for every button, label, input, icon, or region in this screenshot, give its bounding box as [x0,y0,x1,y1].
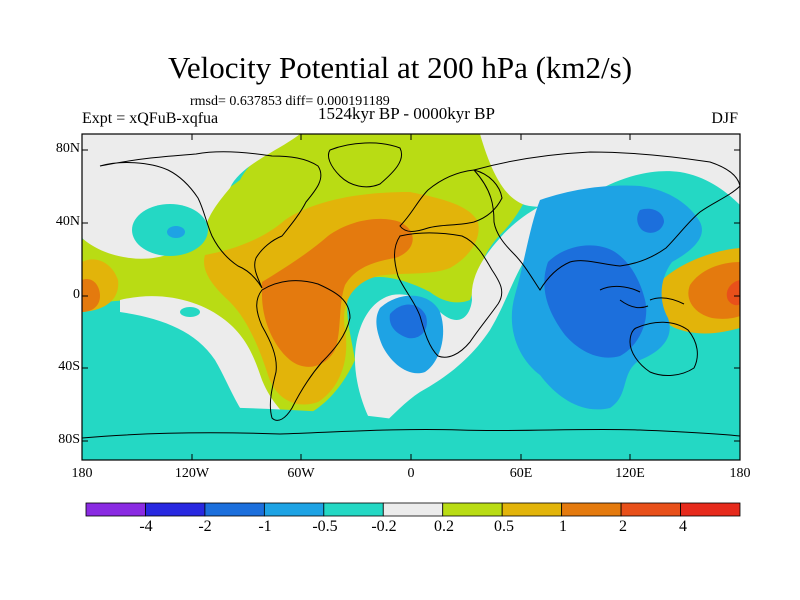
experiment-label: Expt = xQFuB-xqfua [82,110,219,127]
lat-label-40s: 40S [58,359,80,374]
colorbar-label: 4 [679,518,687,535]
colorbar-label: -0.2 [371,518,397,535]
lat-label-40n: 40N [55,214,80,229]
colorbar-label: 1 [559,518,567,535]
map-title: Velocity Potential at 200 hPa (km2/s) [167,50,633,85]
contour-field [82,134,740,460]
coast-europe [399,169,503,232]
contour-band-blue-ne [637,208,664,233]
colorbar-label: -1 [258,518,272,535]
lon-label-60e: 60E [509,466,533,481]
colorbar-label: 0.2 [434,518,454,535]
lon-label-180e: 180 [729,466,751,481]
colorbar-swatch [145,502,206,517]
colorbar-swatch [382,502,444,517]
colorbar-label: 0.5 [494,518,514,535]
north-pacific-core [167,226,185,238]
axis-ticks [81,134,741,460]
lon-label-120e: 120E [615,466,645,481]
contour-band-orange [262,218,413,367]
coast-greenland [327,142,402,188]
lat-label-0: 0 [73,287,80,302]
lon-label-120w: 120W [174,466,210,481]
colorbar-label: 2 [619,518,627,535]
coast-africa [394,232,503,358]
colorbar [85,502,741,517]
lat-label-80n: 80N [55,141,80,156]
colorbar-swatch [204,502,265,517]
season-label: DJF [711,110,738,127]
rmsd-diff-stats: rmsd= 0.637853 diff= 0.000191189 [190,94,390,109]
contour-band-blue [544,245,647,358]
colorbar-swatch [501,502,563,517]
contour-band-neutral [120,190,575,452]
coast-australia [629,321,698,376]
colorbar-swatch [561,502,622,517]
contour-band-orange-west [82,279,100,312]
colorbar-swatch [263,502,325,517]
pacific-small-negative [180,307,200,317]
coast-antarctica [82,428,740,439]
coastlines [82,142,740,439]
colorbar-swatch [85,502,146,517]
colorbar-label: -2 [198,518,212,535]
coast-north-america [99,151,322,289]
lon-label-60w: 60W [287,466,315,481]
colorbar-label: -0.5 [312,518,338,535]
colorbar-swatch [680,502,741,517]
colorbar-swatch [323,502,384,517]
colorbar-swatch [442,502,503,517]
lat-label-80s: 80S [58,432,80,447]
contour-band-neutral-north [480,134,740,207]
contour-band-red-east [726,280,740,306]
lon-label-180w: 180 [71,466,93,481]
lon-label-0: 0 [407,466,415,481]
period-label: 1524kyr BP - 0000kyr BP [318,104,495,123]
contour-band-orange-east [688,262,740,319]
contour-band-blue-sw [389,304,427,339]
coast-south-america [256,280,351,421]
coast-asia [473,151,740,291]
colorbar-label: -4 [139,518,153,535]
colorbar-swatch [620,502,681,517]
coast-maritime-islands [599,285,685,309]
